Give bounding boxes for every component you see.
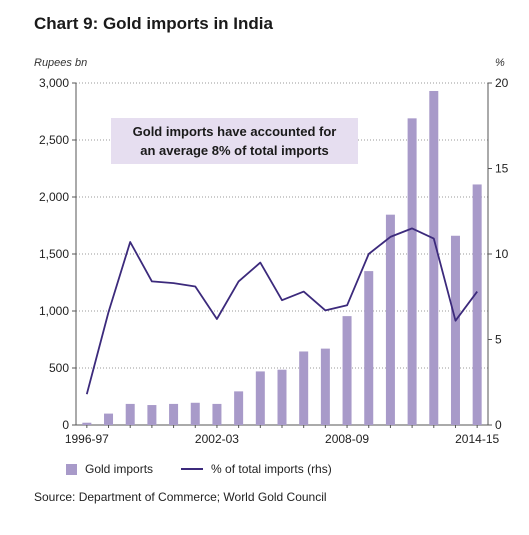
left-tick-label: 1,500: [39, 247, 69, 261]
bar: [104, 413, 114, 425]
bar: [407, 118, 417, 425]
bar: [212, 403, 222, 425]
pct-imports-line: [85, 227, 478, 395]
legend-line-label: % of total imports (rhs): [211, 462, 332, 476]
left-tick-label: 500: [49, 361, 69, 375]
left-axis-unit: Rupees bn: [34, 57, 88, 69]
bar: [147, 405, 157, 425]
bar: [277, 369, 287, 425]
right-tick-label: 5: [495, 333, 502, 347]
legend: Gold imports % of total imports (rhs): [66, 462, 332, 476]
annotation-line-2: an average 8% of total imports: [140, 143, 329, 158]
bar: [125, 403, 135, 425]
left-tick-label: 0: [62, 418, 69, 432]
legend-bar-label: Gold imports: [85, 462, 154, 476]
bar: [234, 391, 244, 425]
x-tick-label: 2014-15: [455, 432, 499, 446]
annotation-box: Gold imports have accounted for an avera…: [111, 118, 358, 164]
left-tick-label: 1,000: [39, 304, 69, 318]
bar: [429, 90, 439, 425]
left-tick-label: 2,500: [39, 133, 69, 147]
x-tick-label: 2008-09: [325, 432, 369, 446]
right-tick-label: 20: [495, 76, 509, 90]
annotation-line-1: Gold imports have accounted for: [132, 124, 337, 139]
left-tick-label: 2,000: [39, 190, 69, 204]
legend-bar-swatch: [66, 463, 77, 475]
source-note: Source: Department of Commerce; World Go…: [34, 490, 327, 504]
bar: [82, 422, 92, 425]
right-tick-label: 15: [495, 162, 509, 176]
right-tick-label: 0: [495, 418, 502, 432]
bar: [255, 371, 265, 425]
x-tick-label: 2002-03: [195, 432, 239, 446]
bar: [385, 214, 395, 425]
bar: [299, 351, 309, 425]
bar: [320, 348, 330, 425]
right-tick-label: 10: [495, 247, 509, 261]
x-tick-label: 1996-97: [65, 432, 109, 446]
bar: [190, 402, 200, 425]
bar: [169, 403, 179, 425]
bar: [342, 316, 352, 425]
legend-line-swatch: [181, 468, 204, 470]
bar: [364, 271, 374, 425]
left-tick-label: 3,000: [39, 76, 69, 90]
bar: [450, 235, 460, 425]
bar: [472, 184, 482, 425]
chart-title: Chart 9: Gold imports in India: [34, 14, 273, 33]
right-axis-unit: %: [495, 57, 505, 69]
